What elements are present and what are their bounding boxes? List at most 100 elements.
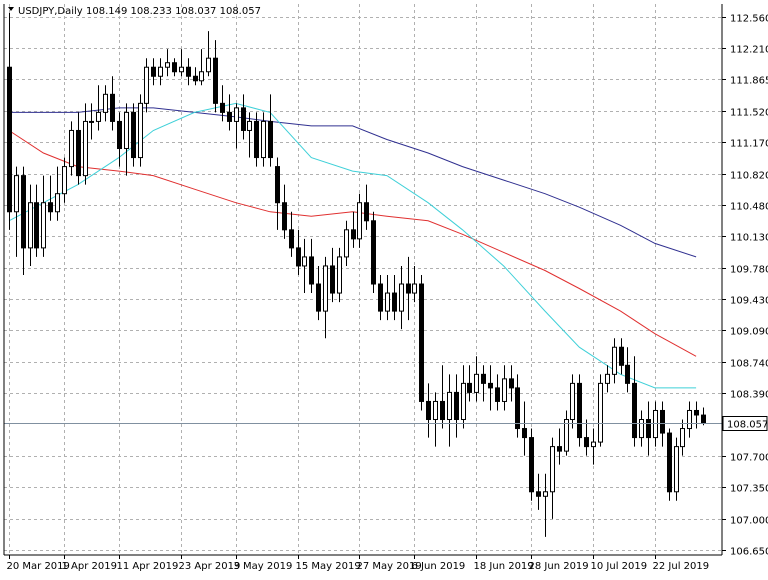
candle[interactable]	[220, 85, 225, 122]
candle[interactable]	[502, 365, 507, 411]
candle[interactable]	[330, 247, 335, 303]
candle[interactable]	[426, 383, 431, 438]
candle[interactable]	[186, 58, 191, 86]
candle[interactable]	[28, 184, 33, 266]
candle[interactable]	[247, 112, 252, 158]
candle[interactable]	[234, 103, 239, 149]
candle[interactable]	[151, 58, 156, 86]
candle[interactable]	[625, 347, 630, 393]
candle[interactable]	[660, 401, 665, 447]
candle[interactable]	[131, 103, 136, 167]
candle[interactable]	[598, 374, 603, 447]
candle[interactable]	[76, 112, 81, 185]
candle[interactable]	[454, 374, 459, 438]
candle[interactable]	[275, 157, 280, 230]
candle[interactable]	[316, 265, 321, 321]
candle[interactable]	[399, 265, 404, 330]
candle[interactable]	[639, 410, 644, 447]
candle[interactable]	[646, 401, 651, 456]
candle[interactable]	[467, 365, 472, 402]
candle[interactable]	[55, 166, 60, 221]
candle[interactable]	[89, 103, 94, 140]
candle[interactable]	[612, 338, 617, 384]
candle[interactable]	[674, 437, 679, 501]
candle[interactable]	[522, 401, 527, 456]
candle[interactable]	[254, 112, 259, 167]
candle[interactable]	[406, 256, 411, 321]
candle[interactable]	[481, 365, 486, 402]
candle[interactable]	[461, 365, 466, 429]
candle[interactable]	[557, 428, 562, 465]
candle[interactable]	[138, 94, 143, 167]
candle[interactable]	[536, 473, 541, 510]
candle[interactable]	[158, 58, 163, 86]
candle[interactable]	[193, 67, 198, 86]
candle[interactable]	[213, 40, 218, 113]
candle[interactable]	[577, 374, 582, 447]
candle[interactable]	[289, 211, 294, 257]
candle[interactable]	[364, 184, 369, 230]
candle[interactable]	[543, 473, 548, 537]
candle[interactable]	[96, 85, 101, 131]
candle[interactable]	[495, 374, 500, 411]
candle[interactable]	[344, 220, 349, 266]
candle[interactable]	[103, 85, 108, 122]
candle[interactable]	[584, 419, 589, 456]
candle[interactable]	[62, 157, 67, 203]
candle[interactable]	[687, 401, 692, 438]
candle[interactable]	[21, 166, 26, 275]
candle[interactable]	[440, 365, 445, 429]
candle[interactable]	[34, 184, 39, 257]
candle[interactable]	[268, 94, 273, 167]
candle[interactable]	[680, 419, 685, 456]
candle[interactable]	[241, 94, 246, 140]
candle[interactable]	[144, 58, 149, 113]
candle[interactable]	[564, 410, 569, 456]
candle[interactable]	[351, 211, 356, 248]
candle[interactable]	[227, 94, 232, 131]
candle[interactable]	[433, 392, 438, 447]
candle[interactable]	[529, 428, 534, 501]
candle[interactable]	[667, 428, 672, 501]
candle[interactable]	[447, 374, 452, 447]
candle[interactable]	[179, 49, 184, 77]
candle[interactable]	[309, 238, 314, 294]
candle[interactable]	[392, 274, 397, 321]
candle[interactable]	[199, 49, 204, 86]
candle[interactable]	[41, 175, 46, 257]
candle[interactable]	[165, 49, 170, 77]
candle[interactable]	[357, 193, 362, 248]
candle[interactable]	[110, 76, 115, 131]
candle[interactable]	[302, 238, 307, 294]
candle[interactable]	[117, 112, 122, 167]
candle[interactable]	[515, 374, 520, 438]
candle[interactable]	[371, 211, 376, 294]
candle[interactable]	[261, 112, 266, 167]
candle[interactable]	[694, 401, 699, 429]
candle[interactable]	[14, 166, 19, 257]
candle[interactable]	[605, 365, 610, 393]
candle[interactable]	[385, 274, 390, 321]
candle[interactable]	[83, 103, 88, 185]
candle[interactable]	[323, 256, 328, 339]
candle[interactable]	[69, 121, 74, 176]
candle[interactable]	[337, 247, 342, 303]
candle[interactable]	[378, 274, 383, 321]
candle[interactable]	[419, 274, 424, 411]
candle[interactable]	[509, 365, 514, 402]
candle[interactable]	[296, 229, 301, 275]
candle[interactable]	[412, 265, 417, 303]
candle[interactable]	[550, 437, 555, 519]
candle[interactable]	[632, 356, 637, 447]
dropdown-triangle-icon[interactable]	[8, 7, 14, 11]
candle[interactable]	[653, 401, 658, 447]
candle[interactable]	[474, 356, 479, 402]
candle[interactable]	[172, 58, 177, 77]
candle[interactable]	[488, 365, 493, 411]
candle[interactable]	[48, 175, 53, 221]
candle[interactable]	[124, 103, 129, 176]
candle[interactable]	[591, 428, 596, 465]
candle[interactable]	[619, 338, 624, 375]
candle[interactable]	[206, 31, 211, 77]
